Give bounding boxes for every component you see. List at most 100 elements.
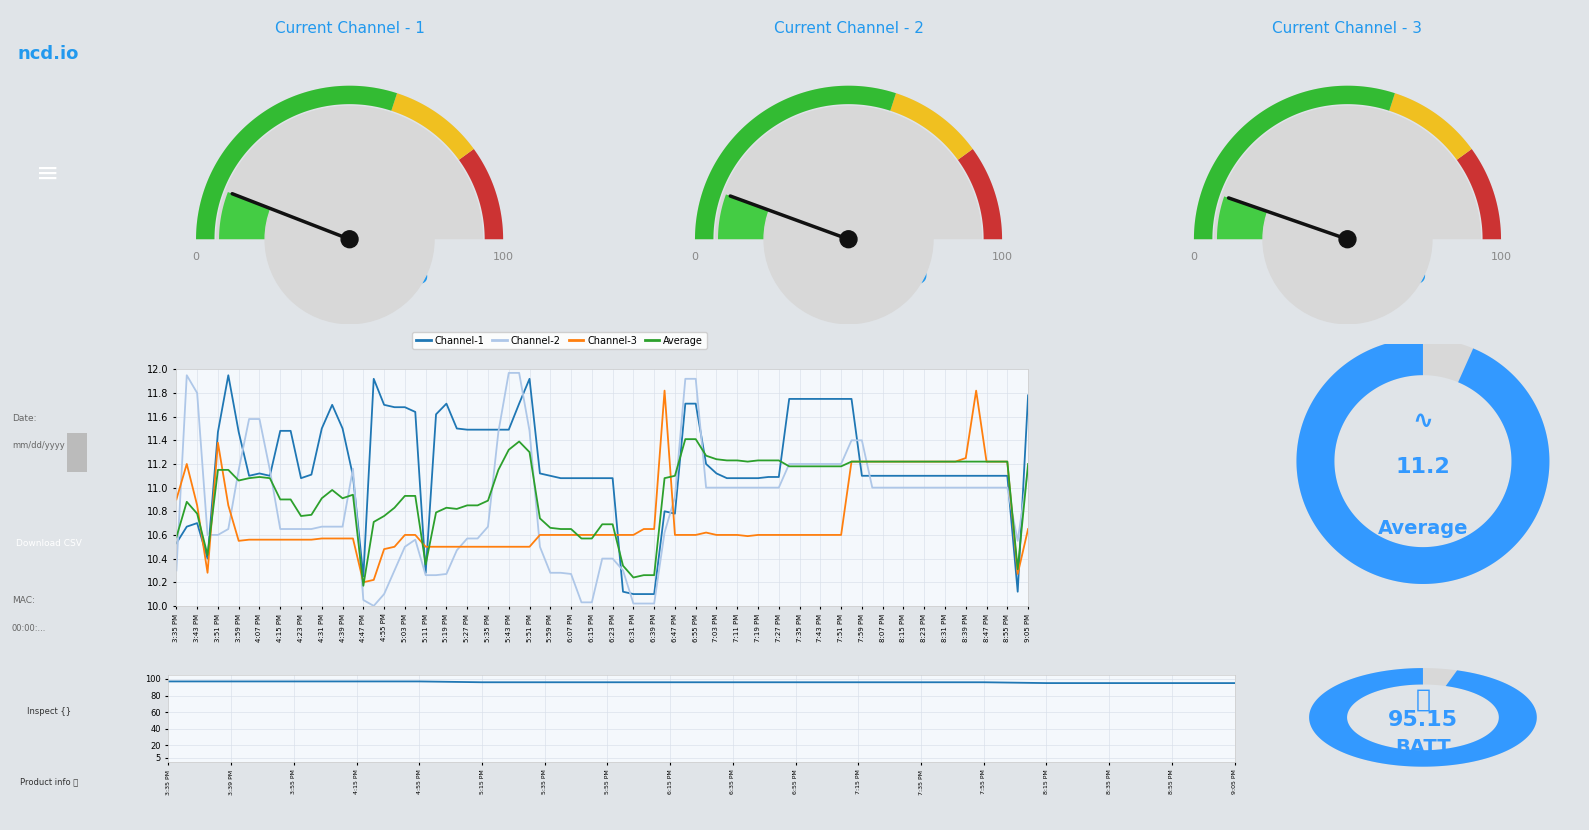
Circle shape: [764, 154, 933, 324]
Text: Product info ⧉: Product info ⧉: [21, 778, 78, 787]
Channel-1: [302, 470, 321, 480]
Polygon shape: [1457, 149, 1502, 239]
Average: [696, 451, 715, 461]
Channel-2: [364, 601, 383, 611]
Circle shape: [342, 231, 358, 247]
Average: [801, 461, 820, 471]
Channel-2: [291, 524, 310, 534]
Channel-1: [354, 571, 373, 581]
Channel-1: [852, 471, 871, 481]
Circle shape: [1340, 231, 1355, 247]
Channel-3: [354, 578, 373, 588]
Circle shape: [1263, 154, 1432, 324]
Text: 0: 0: [1190, 251, 1198, 261]
Text: 11.78: 11.78: [324, 257, 431, 290]
Channel-3: [167, 495, 186, 505]
Channel-2: [219, 524, 238, 534]
Channel-3: [343, 534, 362, 544]
Legend: Channel-1, Channel-2, Channel-3, Average: Channel-1, Channel-2, Channel-3, Average: [412, 332, 707, 349]
Polygon shape: [1297, 339, 1549, 584]
Text: ncd.io: ncd.io: [17, 45, 79, 63]
Average: [167, 532, 186, 542]
Text: 0: 0: [192, 251, 200, 261]
Channel-2: [499, 368, 518, 378]
Channel-1: [1019, 390, 1038, 400]
Polygon shape: [1309, 668, 1537, 767]
Text: MAC:: MAC:: [11, 596, 35, 604]
Text: BATT: BATT: [1395, 738, 1451, 757]
Channel-1: [801, 394, 820, 404]
Polygon shape: [219, 192, 350, 239]
Polygon shape: [391, 93, 474, 160]
Text: 95.15: 95.15: [1387, 710, 1459, 730]
Polygon shape: [195, 85, 397, 239]
Polygon shape: [216, 105, 483, 239]
Average: [219, 465, 238, 475]
Text: 10.65: 10.65: [1322, 257, 1429, 290]
Channel-1: [229, 427, 248, 437]
Text: Current Channel - 2: Current Channel - 2: [774, 22, 923, 37]
Text: Inspect {}: Inspect {}: [27, 707, 72, 716]
Text: 100: 100: [992, 251, 1012, 261]
Polygon shape: [718, 194, 849, 239]
Average: [343, 490, 362, 500]
Polygon shape: [890, 93, 972, 160]
Polygon shape: [1389, 93, 1471, 160]
Polygon shape: [1309, 668, 1537, 767]
Text: 100: 100: [1490, 251, 1511, 261]
Line: Channel-3: Channel-3: [176, 391, 1028, 583]
Text: ∿: ∿: [1413, 409, 1433, 433]
Text: ≡: ≡: [37, 160, 59, 188]
Average: [1019, 459, 1038, 469]
Polygon shape: [715, 105, 982, 239]
Circle shape: [841, 231, 856, 247]
Channel-2: [801, 459, 820, 469]
Polygon shape: [459, 149, 504, 239]
Average: [852, 457, 871, 466]
Line: Channel-2: Channel-2: [176, 373, 1028, 606]
Text: 100: 100: [493, 251, 513, 261]
Text: 00:00:...: 00:00:...: [11, 624, 46, 633]
Text: 11.2: 11.2: [1395, 457, 1451, 477]
Line: Average: Average: [176, 439, 1028, 586]
Polygon shape: [958, 149, 1003, 239]
Text: Current Channel - 1: Current Channel - 1: [275, 22, 424, 37]
Average: [354, 581, 373, 591]
Channel-3: [1019, 524, 1038, 534]
Channel-2: [1019, 464, 1038, 474]
Channel-3: [852, 457, 871, 466]
Channel-2: [696, 483, 715, 493]
Channel-3: [291, 535, 310, 544]
Text: Current Channel - 3: Current Channel - 3: [1273, 22, 1422, 37]
Circle shape: [265, 154, 434, 324]
Channel-3: [655, 386, 674, 396]
Channel-1: [696, 459, 715, 469]
Polygon shape: [694, 85, 896, 239]
Polygon shape: [1217, 197, 1347, 239]
Text: 🔋: 🔋: [1416, 687, 1430, 711]
Channel-3: [696, 528, 715, 538]
Polygon shape: [1297, 339, 1549, 584]
Polygon shape: [1214, 105, 1481, 239]
Text: Download CSV: Download CSV: [16, 540, 83, 548]
Channel-2: [343, 464, 362, 474]
Channel-2: [167, 565, 186, 575]
Polygon shape: [694, 85, 1003, 239]
Channel-1: [219, 370, 238, 380]
Channel-1: [624, 589, 644, 599]
Bar: [67, 433, 87, 472]
Channel-3: [219, 500, 238, 510]
Channel-2: [852, 435, 871, 445]
Text: 11.16: 11.16: [823, 257, 930, 290]
Text: 0: 0: [691, 251, 699, 261]
Channel-3: [801, 530, 820, 540]
Line: Channel-1: Channel-1: [176, 375, 1028, 594]
Average: [291, 511, 310, 521]
Text: Average: Average: [1378, 520, 1468, 538]
Text: Date:: Date:: [11, 413, 37, 422]
Average: [675, 434, 694, 444]
Polygon shape: [1193, 85, 1502, 239]
Channel-1: [167, 538, 186, 548]
Polygon shape: [1193, 85, 1395, 239]
Polygon shape: [195, 85, 504, 239]
